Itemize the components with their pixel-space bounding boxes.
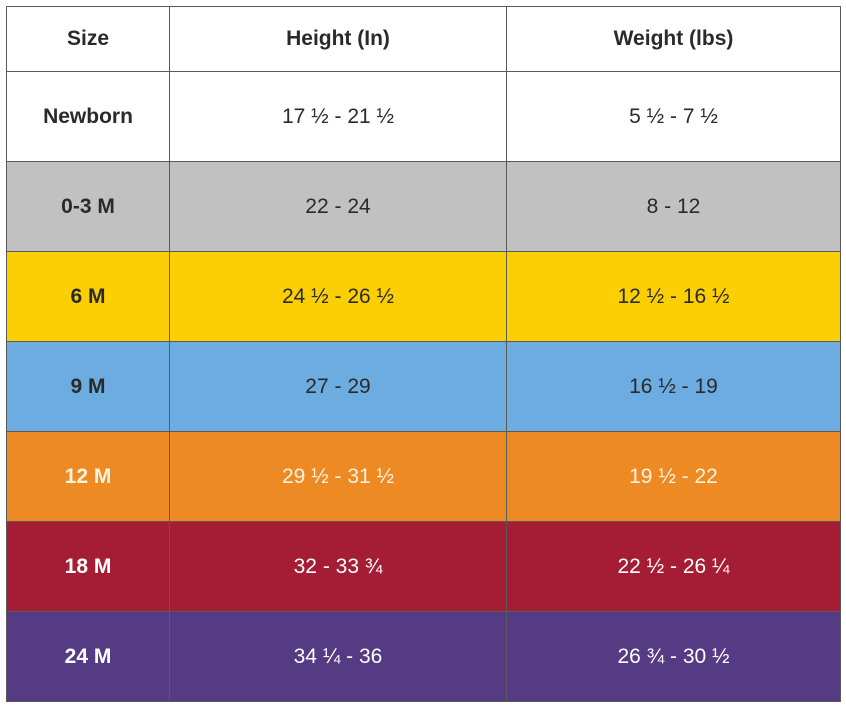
size-cell: 6 M <box>6 251 170 342</box>
size-cell: 0-3 M <box>6 161 170 252</box>
table-row: 9 M 27 - 29 16 ½ - 19 <box>6 341 841 432</box>
header-row: Size Height (In) Weight (lbs) <box>6 6 841 72</box>
table-row: 6 M 24 ½ - 26 ½ 12 ½ - 16 ½ <box>6 251 841 342</box>
size-cell: 9 M <box>6 341 170 432</box>
header-cell: Weight (lbs) <box>506 6 841 72</box>
size-cell: 24 M <box>6 611 170 702</box>
value-cell: 22 ½ - 26 ¼ <box>506 521 841 612</box>
size-table: Size Height (In) Weight (lbs) Newborn 17 ½ … <box>6 6 841 702</box>
size-cell: 12 M <box>6 431 170 522</box>
value-cell: 26 ¾ - 30 ½ <box>506 611 841 702</box>
size-chart: Size Height (In) Weight (lbs) Newborn 17 ½ … <box>6 6 841 702</box>
value-cell: 8 - 12 <box>506 161 841 252</box>
value-cell: 19 ½ - 22 <box>506 431 841 522</box>
value-cell: 17 ½ - 21 ½ <box>169 71 507 162</box>
size-cell: Newborn <box>6 71 170 162</box>
table-header: Size Height (In) Weight (lbs) <box>6 6 841 72</box>
value-cell: 34 ¼ - 36 <box>169 611 507 702</box>
size-cell: 18 M <box>6 521 170 612</box>
value-cell: 29 ½ - 31 ½ <box>169 431 507 522</box>
table-row: 0-3 M 22 - 24 8 - 12 <box>6 161 841 252</box>
value-cell: 12 ½ - 16 ½ <box>506 251 841 342</box>
value-cell: 32 - 33 ¾ <box>169 521 507 612</box>
value-cell: 16 ½ - 19 <box>506 341 841 432</box>
value-cell: 22 - 24 <box>169 161 507 252</box>
table-row: 24 M 34 ¼ - 36 26 ¾ - 30 ½ <box>6 611 841 702</box>
table-row: 18 M 32 - 33 ¾ 22 ½ - 26 ¼ <box>6 521 841 612</box>
header-cell: Height (In) <box>169 6 507 72</box>
value-cell: 27 - 29 <box>169 341 507 432</box>
header-cell: Size <box>6 6 170 72</box>
value-cell: 24 ½ - 26 ½ <box>169 251 507 342</box>
table-row: 12 M 29 ½ - 31 ½ 19 ½ - 22 <box>6 431 841 522</box>
value-cell: 5 ½ - 7 ½ <box>506 71 841 162</box>
